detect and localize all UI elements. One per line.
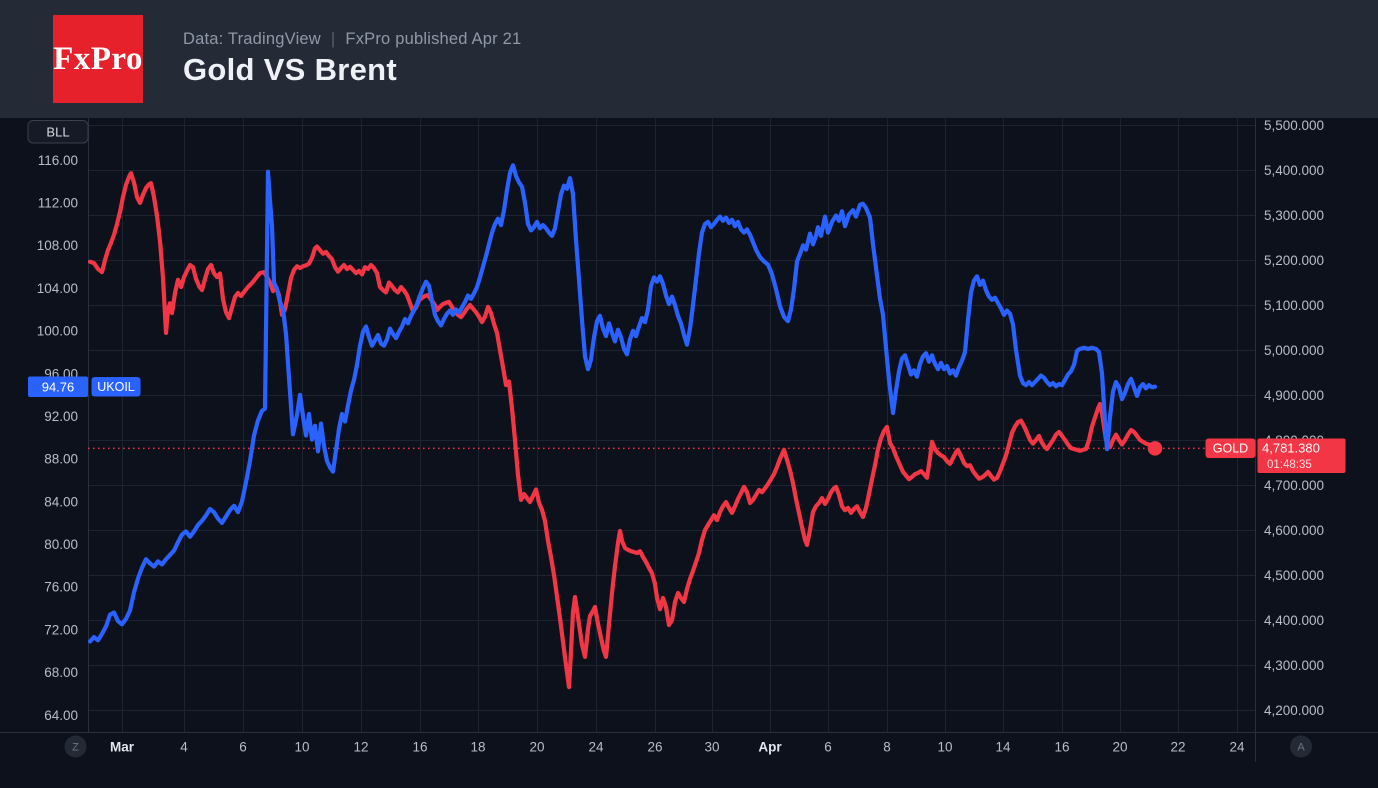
ukoil-series-tag-label: UKOIL <box>97 380 135 394</box>
right-axis-tick-label: 5,500.000 <box>1264 118 1324 133</box>
ukoil-price-value: 94.76 <box>42 380 75 395</box>
time-axis-tick-label: 24 <box>588 740 604 755</box>
right-axis-tick-label: 4,700.000 <box>1264 478 1324 493</box>
right-axis-tick-label: 5,300.000 <box>1264 208 1324 223</box>
time-axis-tick-label: 14 <box>995 740 1011 755</box>
ukoil-series-tag-frame <box>91 377 141 397</box>
fxpro-logo: FxPro <box>53 15 143 103</box>
left-axis-tick-label: 88.00 <box>44 452 78 467</box>
auto-corner-button-circle <box>1290 735 1312 758</box>
time-scale[interactable]: Mar 4 6 10 12 16 18 20 24 26 30 Apr 6 8 10 14 16 20 22 24 <box>110 740 1245 755</box>
subtitle-separator: | <box>330 30 336 48</box>
page-title: Gold VS Brent <box>183 52 398 87</box>
left-axis-tick-label: 76.00 <box>44 580 78 595</box>
gold-series-tag-frame <box>1205 438 1256 458</box>
time-axis-tick-label: 4 <box>180 740 188 755</box>
left-axis-tick-label: 108.00 <box>37 238 78 253</box>
left-axis-tick-label: 84.00 <box>44 494 78 509</box>
horizontal-gridlines <box>88 125 1256 711</box>
time-axis-tick-label: 6 <box>824 740 832 755</box>
time-axis-tick-label: 26 <box>647 740 662 755</box>
time-axis-tick-label: 6 <box>239 740 247 755</box>
time-axis-tick-label: Mar <box>110 740 135 755</box>
right-axis-tick-label: 4,500.000 <box>1264 568 1324 583</box>
gold-series-tag-label: GOLD <box>1213 442 1248 456</box>
gold-price-value: 4,781.380 <box>1262 441 1320 456</box>
unit-box[interactable]: BLL <box>27 120 89 144</box>
data-source-label: Data: TradingView <box>183 30 321 48</box>
right-price-scale[interactable]: 5,500.000 5,400.000 5,300.000 5,200.000 5,10… <box>1264 118 1324 718</box>
ukoil-line[interactable] <box>87 163 1158 644</box>
left-axis-tick-label: 116.00 <box>38 153 78 168</box>
time-axis-tick-label: 30 <box>704 740 719 755</box>
left-axis-tick-label: 112.00 <box>38 195 78 210</box>
left-axis-tick-label: 64.00 <box>44 708 78 723</box>
time-axis-tick-label: 10 <box>937 740 952 755</box>
time-axis-tick-label: 24 <box>1229 740 1245 755</box>
auto-corner-button[interactable]: A <box>1290 735 1312 758</box>
header-text-block: Data: TradingView | FxPro published Apr 21… <box>183 30 521 88</box>
time-axis-tick-label: 20 <box>1112 740 1127 755</box>
gold-last-point-dot <box>1147 441 1163 456</box>
gold-bar-countdown: 01:48:35 <box>1267 459 1312 471</box>
right-axis-tick-label: 5,100.000 <box>1264 298 1324 313</box>
time-axis-tick-label: 16 <box>1054 740 1069 755</box>
gold-series-tag: GOLD <box>1205 438 1256 458</box>
left-axis-tick-label: 92.00 <box>44 409 78 424</box>
gold-line[interactable] <box>87 171 1158 690</box>
time-axis-tick-label: 18 <box>470 740 485 755</box>
left-axis-tick-label: 100.00 <box>37 324 78 339</box>
time-axis-tick-label: Apr <box>758 740 782 755</box>
right-axis-tick-label: 4,300.000 <box>1264 658 1324 673</box>
zoom-corner-button-circle <box>64 735 87 758</box>
gold-price-badge-frame <box>1257 438 1346 473</box>
right-axis-tick-label: 5,400.000 <box>1264 163 1324 178</box>
time-axis-tick-label: 22 <box>1170 740 1185 755</box>
right-axis-tick-label: 4,200.000 <box>1264 703 1324 718</box>
zoom-corner-button[interactable]: Z <box>64 735 87 758</box>
right-axis-tick-label: 5,200.000 <box>1264 253 1324 268</box>
time-axis-tick-label: 16 <box>412 740 427 755</box>
price-chart: 116.00112.00108.00104.00100.0096.0092.00… <box>0 118 1378 762</box>
right-axis-tick-label: 5,000.000 <box>1264 343 1324 358</box>
series-lines <box>87 163 1158 690</box>
chart-subtitle: Data: TradingView | FxPro published Apr 21 <box>183 30 521 49</box>
time-axis-tick-label: 10 <box>294 740 309 755</box>
published-label: FxPro published Apr 21 <box>345 30 522 48</box>
unit-box-label: BLL <box>46 125 69 140</box>
auto-corner-button-label: A <box>1297 742 1305 754</box>
left-axis-tick-label: 104.00 <box>37 281 78 296</box>
left-axis-tick-label: 72.00 <box>44 622 78 637</box>
fxpro-logo-text: FxPro <box>53 40 143 77</box>
unit-box-frame <box>27 120 89 144</box>
plot-area[interactable] <box>88 118 1256 732</box>
time-axis-tick-label: 20 <box>529 740 544 755</box>
time-axis-tick-label: 12 <box>353 740 368 755</box>
left-axis-tick-label: 68.00 <box>44 665 78 680</box>
right-axis-tick-label: 4,900.000 <box>1264 388 1324 403</box>
header: FxPro Data: TradingView | FxPro published … <box>0 0 1378 118</box>
ukoil-price-badge: 94.76 <box>28 376 88 397</box>
time-axis-tick-label: 8 <box>883 740 891 755</box>
gold-price-badge: 4,781.380 01:48:35 <box>1257 438 1346 473</box>
right-axis-tick-label: 4,600.000 <box>1264 523 1324 538</box>
right-axis-tick-label: 4,400.000 <box>1264 613 1324 628</box>
ukoil-series-tag: UKOIL <box>91 377 141 397</box>
zoom-corner-button-label: Z <box>72 742 79 754</box>
ukoil-price-badge-frame <box>28 376 88 397</box>
left-axis-tick-label: 80.00 <box>44 537 78 552</box>
left-price-scale[interactable]: 116.00112.00108.00104.00100.0096.0092.00… <box>37 153 78 723</box>
